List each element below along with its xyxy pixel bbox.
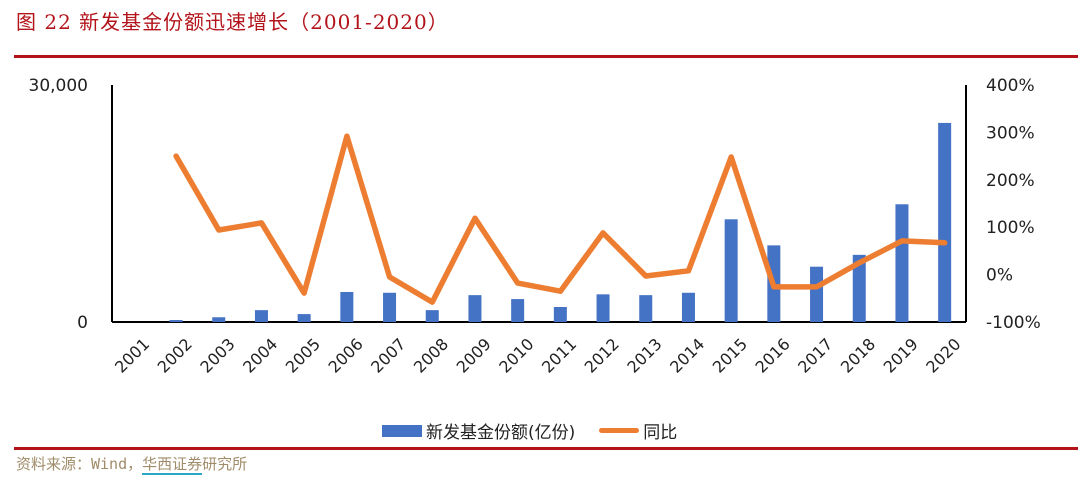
x-tick-label: 2006 xyxy=(325,334,367,376)
x-tick-label: 2012 xyxy=(581,334,623,376)
x-tick-label: 2019 xyxy=(880,334,922,376)
bar-2007 xyxy=(383,292,397,322)
x-tick-label: 2017 xyxy=(794,334,836,376)
bar-2020 xyxy=(938,122,952,322)
bar-2006 xyxy=(340,291,354,322)
source-suffix: 研究所 xyxy=(202,455,248,473)
bar-2008 xyxy=(425,310,439,322)
bar-2011 xyxy=(553,306,567,322)
right-tick-label: 300% xyxy=(986,123,1035,143)
bar-2002 xyxy=(169,320,183,322)
source-link[interactable]: 华西证券 xyxy=(142,455,203,475)
bar-2015 xyxy=(724,219,738,322)
top-divider xyxy=(14,55,1078,58)
x-tick-label: 2011 xyxy=(538,334,580,376)
chart-title: 图 22 新发基金份额迅速增长（2001-2020） xyxy=(16,10,449,34)
right-tick-label: 400% xyxy=(986,76,1035,96)
bar-2014 xyxy=(681,292,695,322)
bar-2005 xyxy=(297,314,311,322)
right-tick-label: 0% xyxy=(986,266,1013,286)
x-tick-label: 2016 xyxy=(752,334,794,376)
yoy-line xyxy=(173,133,948,305)
x-tick-label: 2015 xyxy=(709,334,751,376)
bar-2019 xyxy=(895,204,909,322)
combo-chart: 030,000-100%0%100%200%300%400%2001 2002 20… xyxy=(29,76,1041,377)
bar-swatch-icon xyxy=(382,424,422,437)
x-tick-label: 2009 xyxy=(453,334,495,376)
x-tick-label: 2005 xyxy=(282,334,324,376)
x-tick-label: 2014 xyxy=(666,334,708,376)
right-tick-label: 100% xyxy=(986,218,1035,238)
bar-2012 xyxy=(596,294,610,322)
bar-2009 xyxy=(468,295,482,322)
x-tick-label: 2002 xyxy=(154,334,196,376)
bottom-divider xyxy=(14,447,1078,450)
right-tick-label: 200% xyxy=(986,171,1035,191)
x-tick-label: 2004 xyxy=(239,334,281,376)
x-tick-label: 2007 xyxy=(367,334,409,376)
source-prefix: 资料来源：Wind， xyxy=(16,455,143,473)
x-tick-label: 2018 xyxy=(837,334,879,376)
legend-line-label: 同比 xyxy=(643,423,678,443)
x-tick-label: 2013 xyxy=(623,334,665,376)
bar-2003 xyxy=(212,317,226,322)
legend-item-line: 同比 xyxy=(599,418,677,443)
x-tick-label: 2003 xyxy=(196,334,238,376)
legend: 新发基金份额(亿份) 同比 xyxy=(382,418,701,443)
bar-2013 xyxy=(639,295,653,322)
x-tick-label: 2020 xyxy=(922,334,964,376)
bar-2018 xyxy=(852,254,866,322)
source-note: 资料来源：Wind，华西证券研究所 xyxy=(16,453,248,475)
x-tick-label: 2001 xyxy=(111,334,153,376)
line-swatch-icon xyxy=(599,428,640,433)
left-tick-label: 30,000 xyxy=(29,76,88,96)
bar-2017 xyxy=(810,266,824,322)
bar-2010 xyxy=(511,299,525,322)
x-tick-label: 2008 xyxy=(410,334,452,376)
bar-2004 xyxy=(254,310,268,322)
x-tick-label: 2010 xyxy=(495,334,537,376)
left-tick-label: 0 xyxy=(77,313,88,333)
right-tick-label: -100% xyxy=(986,313,1041,333)
legend-bar-label: 新发基金份额(亿份) xyxy=(426,423,576,443)
legend-item-bar: 新发基金份额(亿份) xyxy=(382,418,575,443)
